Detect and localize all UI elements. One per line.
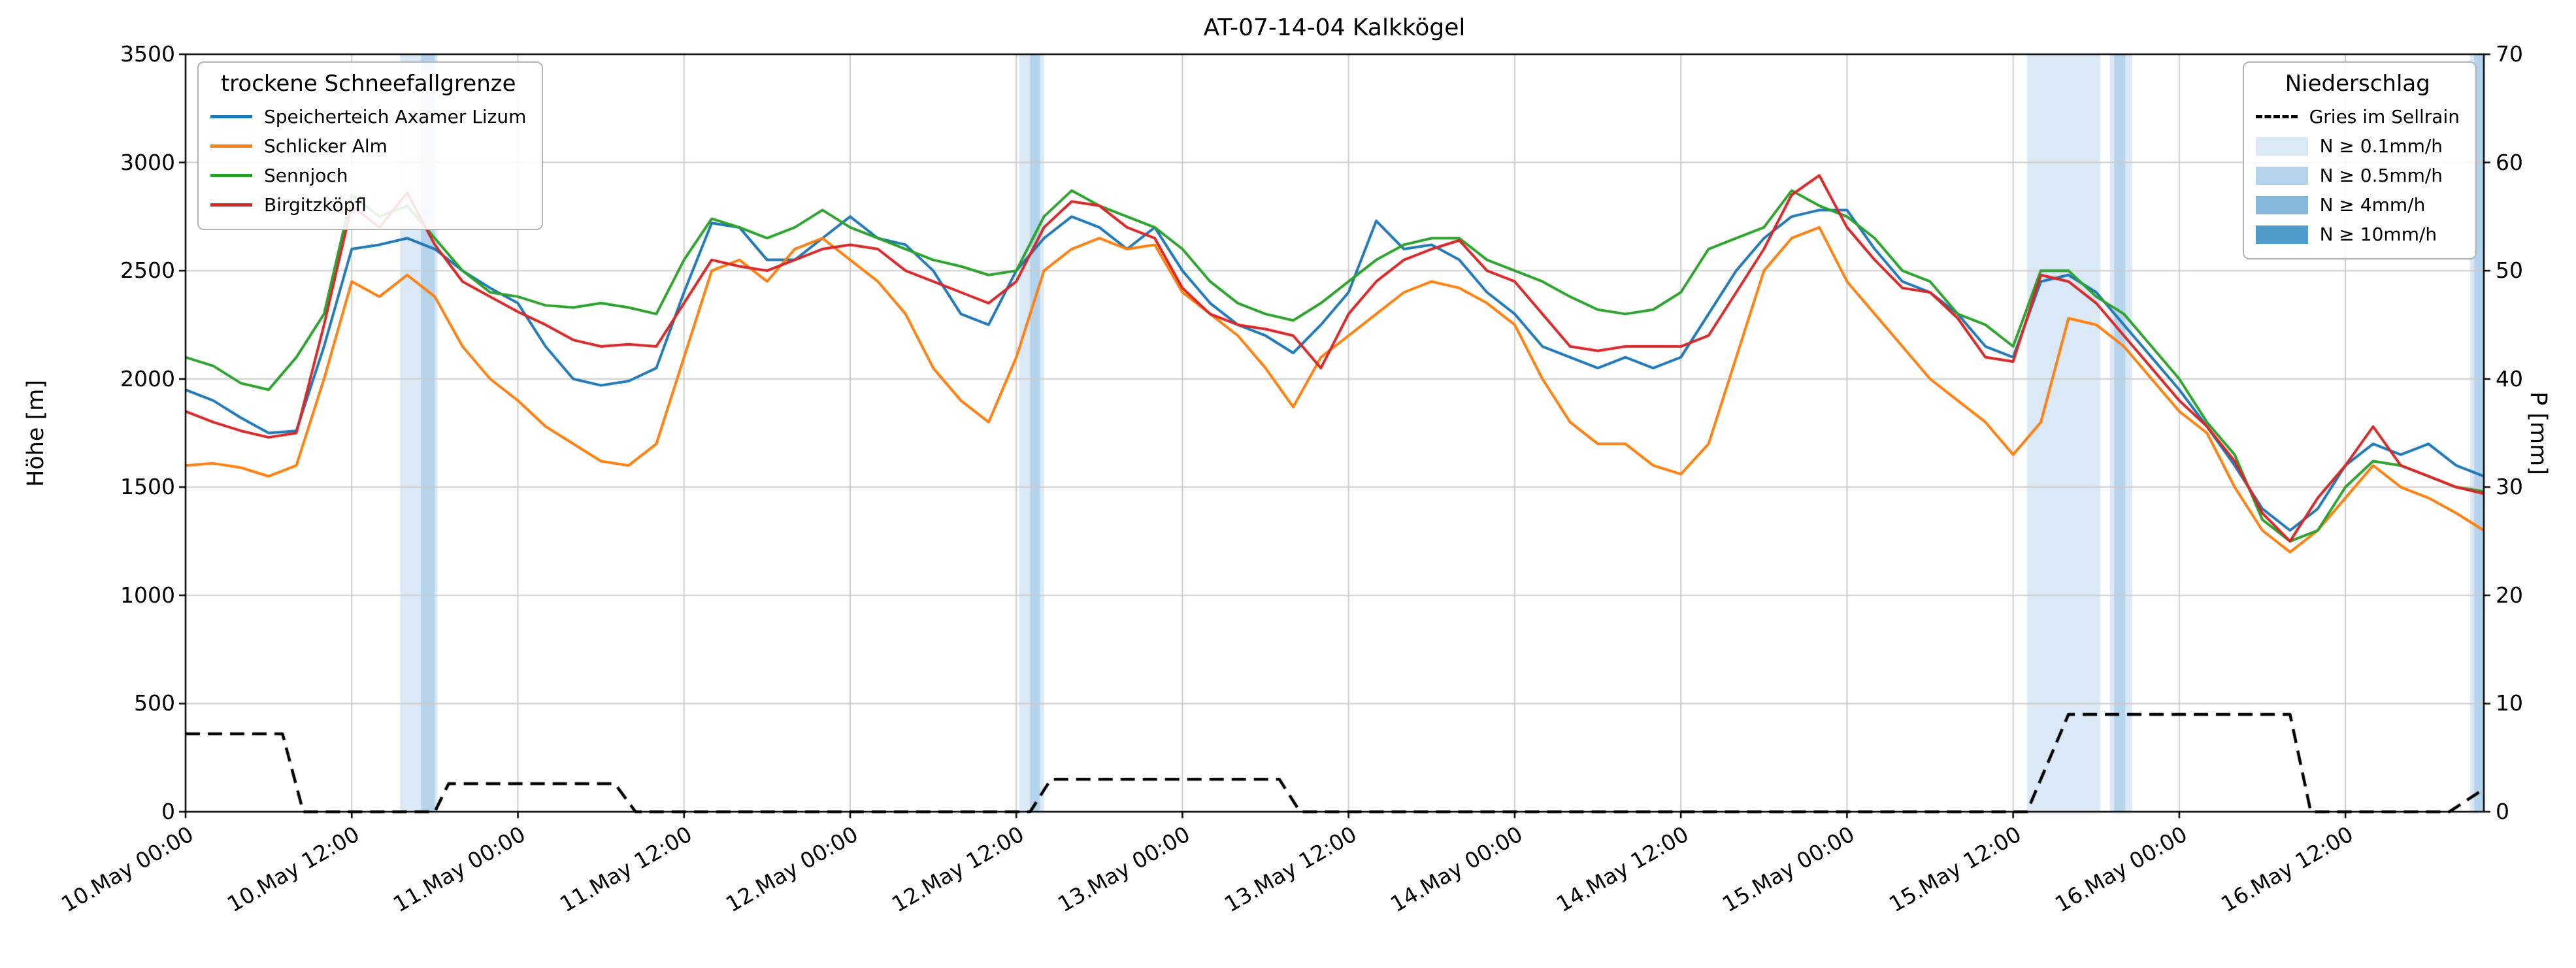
patch-swatch: [2255, 225, 2308, 244]
line-swatch: [210, 203, 252, 207]
y-tick-label-left: 3500: [120, 41, 175, 67]
patch-swatch: [2255, 137, 2308, 156]
y-tick-label-left: 1000: [120, 582, 175, 608]
y-tick-label-right: 60: [2496, 149, 2523, 175]
y-tick-label-right: 40: [2496, 365, 2523, 392]
y-tick-label-right: 50: [2496, 258, 2523, 284]
legend-item-label: Schlicker Alm: [264, 135, 388, 157]
legend-item-label: N ≥ 0.1mm/h: [2319, 135, 2443, 157]
line-swatch: [210, 115, 252, 118]
legend-item: N ≥ 10mm/h: [2255, 220, 2460, 249]
patch-swatch: [2255, 195, 2308, 214]
y-tick-label-left: 2500: [120, 258, 175, 284]
legend-item-label: Speicherteich Axamer Lizum: [264, 106, 527, 127]
legend-item: N ≥ 0.1mm/h: [2255, 131, 2460, 161]
y-tick-label-right: 10: [2496, 690, 2523, 716]
y-tick-label-left: 0: [161, 799, 175, 824]
patch-swatch: [2255, 166, 2308, 185]
legend-precipitation-title: Niederschlag: [2285, 71, 2430, 97]
y-tick-label-left: 1500: [120, 474, 175, 500]
legend-item-label: Gries im Sellrain: [2309, 106, 2460, 127]
y-tick-label-right: 0: [2496, 799, 2509, 824]
legend-item: N ≥ 0.5mm/h: [2255, 161, 2460, 190]
line-swatch: [210, 174, 252, 177]
y-axis-label-right: P [mm]: [2525, 392, 2551, 475]
y-tick-label-left: 2000: [120, 365, 175, 392]
legend-snowline-title: trockene Schneefallgrenze: [220, 71, 516, 97]
legend-item: Sennjoch: [210, 161, 526, 190]
y-axis-label-left: Höhe [m]: [23, 380, 49, 487]
y-tick-label-left: 500: [134, 690, 175, 716]
legend-precipitation: Niederschlag Gries im Sellrain N ≥ 0.1mm/…: [2242, 61, 2477, 259]
legend-item: Schlicker Alm: [210, 131, 526, 161]
legend-item-label: Sennjoch: [264, 165, 348, 186]
legend-snowline-items: Speicherteich Axamer Lizum Schlicker Alm S…: [210, 102, 526, 220]
legend-item: N ≥ 4mm/h: [2255, 190, 2460, 220]
legend-item: Speicherteich Axamer Lizum: [210, 102, 526, 131]
legend-item: Gries im Sellrain: [2255, 102, 2460, 131]
legend-item-label: N ≥ 4mm/h: [2319, 194, 2426, 216]
line-swatch: [210, 144, 252, 148]
chart-title: AT-07-14-04 Kalkkögel: [1203, 14, 1466, 41]
y-tick-label-right: 30: [2496, 474, 2523, 500]
y-tick-label-right: 70: [2496, 41, 2523, 67]
y-tick-label-right: 20: [2496, 582, 2523, 608]
dashed-line-swatch: [2255, 115, 2298, 118]
legend-snowline: trockene Schneefallgrenze Speicherteich …: [197, 61, 544, 230]
legend-item: Birgitzköpfl: [210, 190, 526, 220]
legend-item-label: Birgitzköpfl: [264, 194, 367, 216]
legend-item-label: N ≥ 10mm/h: [2319, 224, 2437, 245]
legend-item-label: N ≥ 0.5mm/h: [2319, 165, 2443, 186]
y-tick-label-left: 3000: [120, 149, 175, 175]
legend-precipitation-items: Gries im Sellrain N ≥ 0.1mm/h N ≥ 0.5mm/h N…: [2255, 102, 2460, 249]
